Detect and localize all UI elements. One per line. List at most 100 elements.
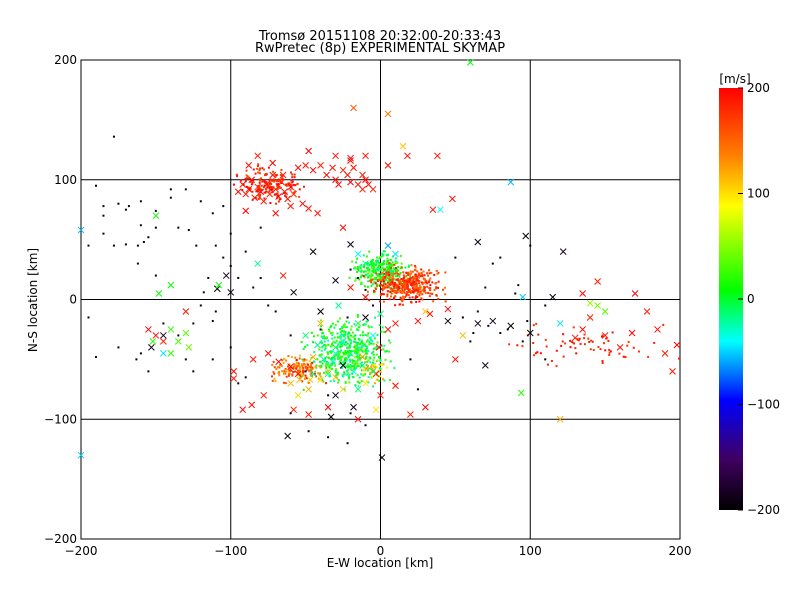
echo-x-marker — [339, 385, 347, 393]
echo-dot — [273, 366, 276, 369]
echo-dot — [379, 264, 382, 267]
echo-dot — [395, 283, 398, 286]
echo-dot — [288, 182, 291, 185]
echo-dot — [274, 310, 277, 313]
echo-dot — [415, 285, 418, 288]
echo-dot — [384, 276, 387, 279]
echo-dot — [357, 385, 360, 388]
echo-dot — [415, 289, 418, 292]
echo-dot — [395, 271, 398, 274]
echo-dot — [388, 282, 391, 285]
echo-dot — [389, 275, 392, 278]
echo-x-marker — [669, 367, 676, 375]
echo-dot — [362, 372, 365, 375]
echo-dot — [381, 284, 384, 287]
echo-dot — [415, 277, 418, 280]
echo-dot — [362, 342, 365, 345]
echo-dot — [420, 268, 423, 271]
echo-dot — [406, 282, 409, 285]
echo-dot — [300, 363, 303, 366]
echo-dot — [336, 357, 339, 360]
echo-dot — [360, 361, 363, 364]
echo-dot — [433, 273, 436, 276]
x-axis-ticks: −200 −100 0 100 200 — [65, 544, 692, 558]
echo-dot — [653, 341, 656, 344]
echo-dot — [263, 179, 266, 182]
echo-dot — [353, 346, 356, 349]
echo-dot — [283, 357, 286, 360]
echo-x-marker — [296, 376, 303, 384]
echo-dot — [381, 273, 384, 276]
echo-dot — [311, 341, 314, 344]
echo-dot — [408, 274, 411, 277]
echo-dot — [329, 365, 332, 368]
echo-dot — [430, 271, 433, 274]
echo-dot — [169, 196, 172, 199]
echo-dot — [241, 189, 244, 192]
echo-dot — [352, 365, 355, 368]
echo-dot — [349, 412, 352, 415]
echo-dot — [280, 182, 283, 185]
y-axis-ticks: −200 −100 0 100 200 — [44, 53, 77, 546]
echo-dot — [319, 319, 322, 322]
echo-dot — [409, 358, 412, 361]
echo-dot — [401, 300, 404, 303]
echo-dot — [356, 341, 359, 344]
echo-dot — [421, 298, 424, 301]
echo-dot — [592, 348, 595, 351]
echo-x-marker — [332, 344, 339, 351]
echo-dot — [386, 257, 389, 260]
echo-dot — [354, 384, 357, 387]
echo-dot — [340, 330, 343, 333]
echo-x-marker — [474, 320, 482, 327]
echo-dot — [429, 292, 432, 295]
echo-x-marker — [392, 320, 399, 327]
echo-dot — [335, 368, 338, 371]
echo-dot — [398, 282, 401, 285]
echo-x-marker — [152, 212, 160, 220]
echo-dot — [269, 178, 272, 181]
echo-x-marker — [287, 363, 295, 370]
echo-dot — [417, 272, 420, 275]
chart-title: Tromsø 20151108 20:32:00-20:33:43 — [258, 29, 501, 44]
echo-dot — [376, 341, 379, 344]
echo-dot — [349, 334, 352, 337]
echo-x-marker — [294, 370, 302, 378]
echo-x-marker — [309, 166, 317, 174]
echo-dot — [550, 359, 553, 362]
echo-dot — [353, 359, 356, 362]
echo-dot — [365, 320, 368, 323]
echo-dot — [371, 367, 374, 370]
echo-dot — [305, 366, 308, 369]
echo-x-marker — [559, 248, 567, 255]
echo-dot — [404, 287, 407, 290]
echo-x-marker — [278, 178, 286, 186]
echo-dot — [344, 333, 347, 336]
echo-dot — [154, 209, 157, 212]
echo-dot — [347, 371, 350, 374]
echo-dot — [350, 369, 353, 372]
echo-dot — [271, 188, 274, 191]
echo-dot — [423, 274, 426, 277]
echo-x-marker — [350, 104, 357, 112]
echo-dot — [305, 368, 308, 371]
echo-dot — [393, 272, 396, 275]
echo-dot — [327, 361, 330, 364]
echo-dot — [373, 264, 376, 267]
echo-dot — [436, 272, 439, 275]
echo-dot — [555, 349, 558, 352]
echo-dot — [318, 354, 321, 357]
echo-dot — [338, 341, 341, 344]
echo-dot — [412, 278, 415, 281]
echo-dot — [431, 292, 434, 295]
echo-dot — [344, 382, 347, 385]
echo-dot — [378, 357, 381, 360]
echo-dot — [356, 315, 359, 318]
echo-dot — [357, 326, 360, 329]
echo-dot — [338, 335, 341, 338]
echo-dot — [319, 366, 322, 369]
echo-dot — [356, 352, 359, 355]
echo-dot — [356, 356, 359, 359]
echo-x-marker — [631, 290, 639, 297]
echo-dot — [435, 269, 438, 272]
